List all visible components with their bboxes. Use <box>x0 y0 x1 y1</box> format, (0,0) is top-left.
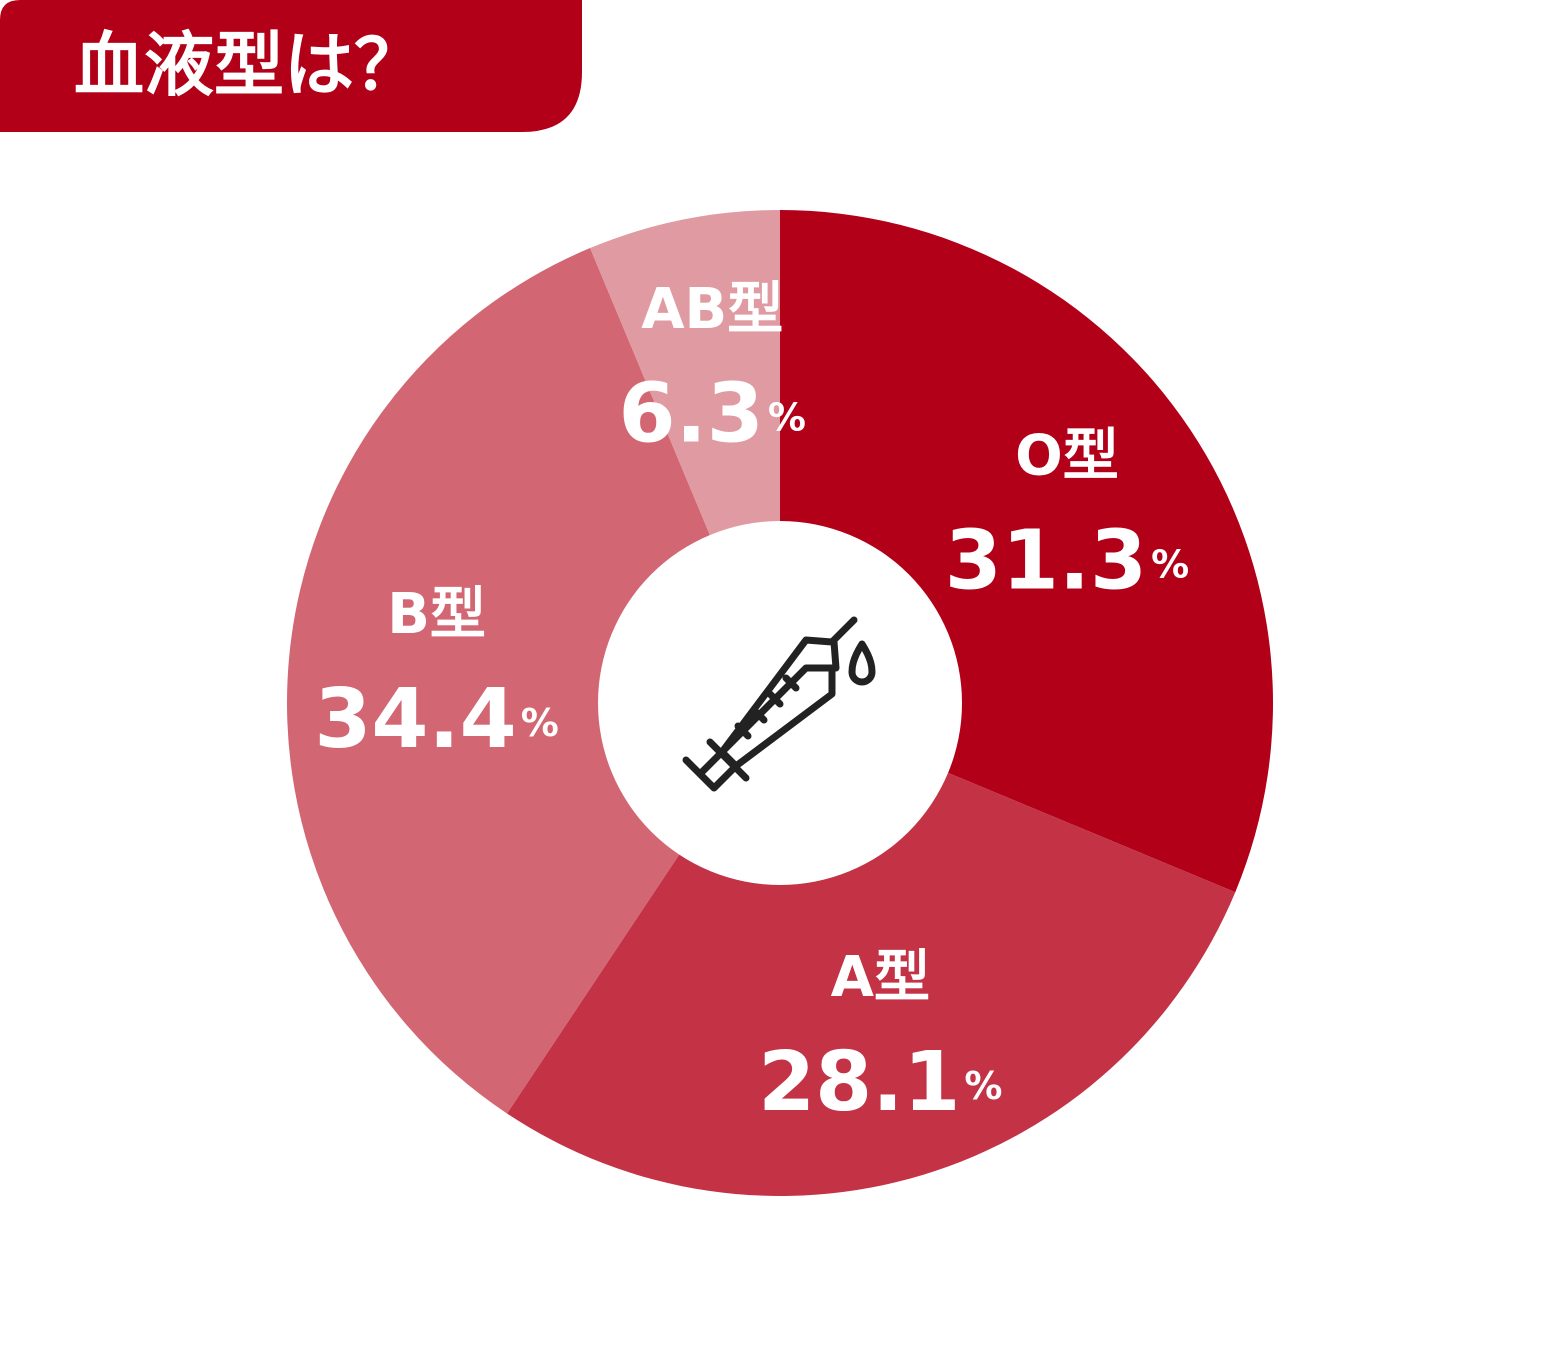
value-unit: % <box>964 1064 1002 1108</box>
value-label: 6.3% <box>619 367 806 462</box>
pie-slice <box>286 248 780 1114</box>
donut <box>286 210 1273 1196</box>
title-box <box>0 0 582 132</box>
category-label: AB型 <box>641 277 783 342</box>
value-number: 28.1 <box>758 1036 960 1131</box>
value-unit: % <box>1151 542 1189 586</box>
pie-slice <box>506 703 1236 1196</box>
value-unit: % <box>768 395 806 439</box>
value-number: 6.3 <box>619 367 764 462</box>
value-number: 34.4 <box>314 672 516 767</box>
value-number: 31.3 <box>945 514 1147 609</box>
syringe-icon <box>682 616 876 792</box>
value-label: 28.1% <box>758 1036 1002 1131</box>
category-label: A型 <box>831 945 930 1010</box>
chart-title: 血液型は？ <box>74 24 424 106</box>
category-label: O型 <box>1015 424 1119 489</box>
value-label: 31.3% <box>945 514 1189 609</box>
category-label: B型 <box>387 582 486 647</box>
value-label: 34.4% <box>314 672 558 767</box>
value-unit: % <box>521 701 559 745</box>
